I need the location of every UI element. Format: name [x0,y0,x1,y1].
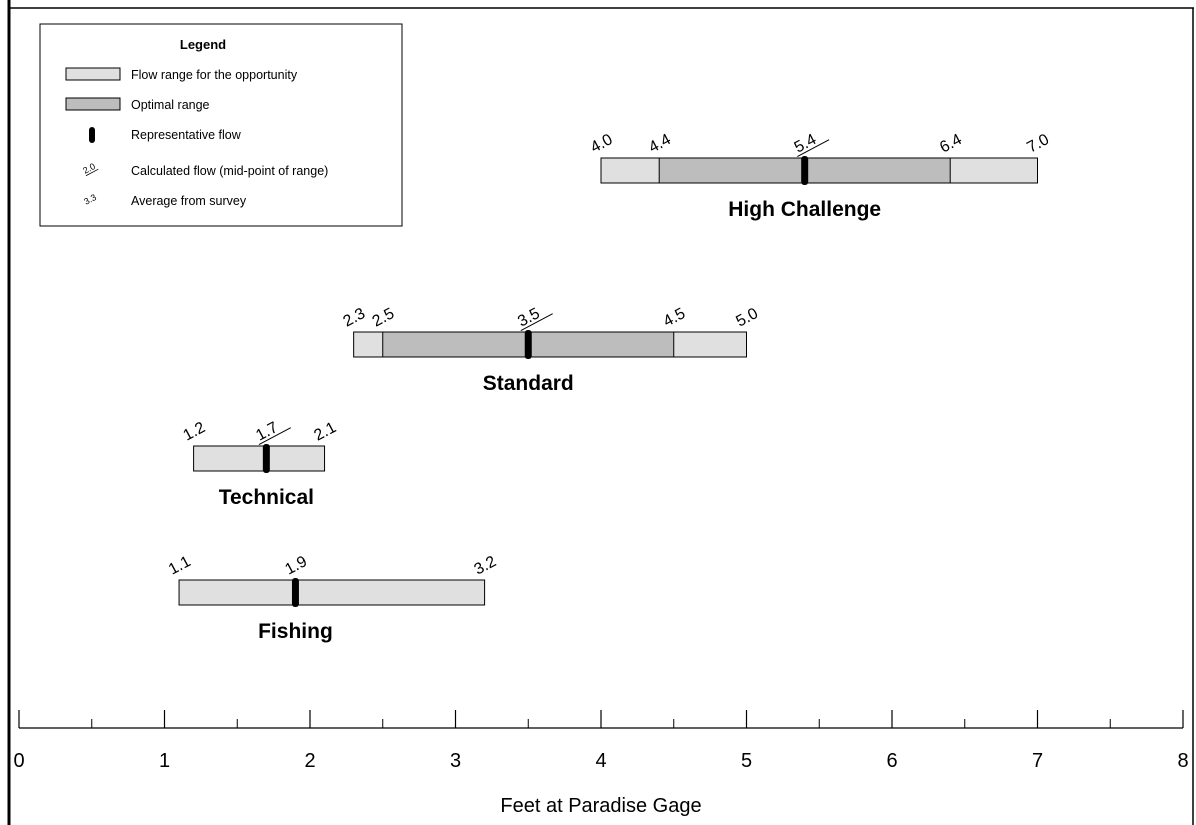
value-label-group: 2.1 [311,419,339,444]
x-tick-label: 1 [159,750,170,772]
x-tick-label: 4 [595,750,606,772]
legend-box [39,23,403,227]
x-tick-label: 2 [304,750,315,772]
representative-flow [262,444,270,473]
x-tick-label: 8 [1177,750,1188,772]
legend-sample-underline [85,168,99,177]
legend-calculated-sample: 2.0 [81,161,99,177]
legend-label: Average from survey [131,194,247,208]
value-label: 4.5 [661,305,689,330]
value-label: 1.2 [180,419,208,444]
value-label-group: 1.1 [166,553,194,578]
value-label-group: 4.5 [661,305,689,330]
value-label-group: 1.9 [282,553,310,578]
legend-label: Flow range for the opportunity [131,68,298,82]
value-label: 6.4 [937,131,965,156]
value-label-group: 3.5 [515,305,553,332]
x-tick-label: 7 [1032,750,1043,772]
value-label: 2.1 [311,419,339,444]
legend-optimal-swatch [65,97,121,111]
value-label: 2.5 [370,305,398,330]
value-label-group: 4.0 [588,131,616,156]
value-label-group: 1.2 [180,419,208,444]
calculated-underline [258,427,292,446]
representative-flow [524,330,532,359]
value-label: 3.2 [471,553,499,578]
legend-label: Optimal range [131,98,210,112]
x-tick-label: 0 [13,750,24,772]
value-label-group: 2.3 [341,305,369,330]
legend-representative-swatch [89,127,95,143]
value-label: 7.0 [1024,131,1052,156]
x-tick-label: 5 [741,750,752,772]
value-label: 4.0 [588,131,616,156]
value-label: 4.4 [646,131,674,156]
calculated-underline [797,139,830,158]
series-name: Standard [483,372,574,395]
value-label-group: 2.5 [370,305,398,330]
flow-range [178,579,486,606]
value-label-group: 1.7 [253,419,292,446]
legend-range-swatch [65,67,121,81]
representative-flow [801,156,809,185]
value-label-group: 3.2 [471,553,499,578]
legend-label: Representative flow [131,128,242,142]
series-name: High Challenge [728,198,881,221]
value-label: 2.3 [341,305,369,330]
calculated-underline [520,313,553,332]
value-label: 1.1 [166,553,194,578]
x-tick-label: 6 [886,750,897,772]
value-label: 5.0 [733,305,761,330]
value-label-group: 5.4 [792,131,830,158]
series-name: Fishing [258,620,333,643]
x-axis-label: Feet at Paradise Gage [500,795,701,817]
value-label-group: 6.4 [937,131,965,156]
value-label-group: 4.4 [646,131,674,156]
value-label: 1.9 [282,553,310,578]
x-tick-label: 3 [450,750,461,772]
value-label-group: 5.0 [733,305,761,330]
legend-title: Legend [180,37,226,52]
series-name: Technical [219,486,314,509]
legend-label: Calculated flow (mid-point of range) [131,164,328,178]
representative-flow [291,578,299,607]
value-label-group: 7.0 [1024,131,1052,156]
flow-range [193,445,326,472]
